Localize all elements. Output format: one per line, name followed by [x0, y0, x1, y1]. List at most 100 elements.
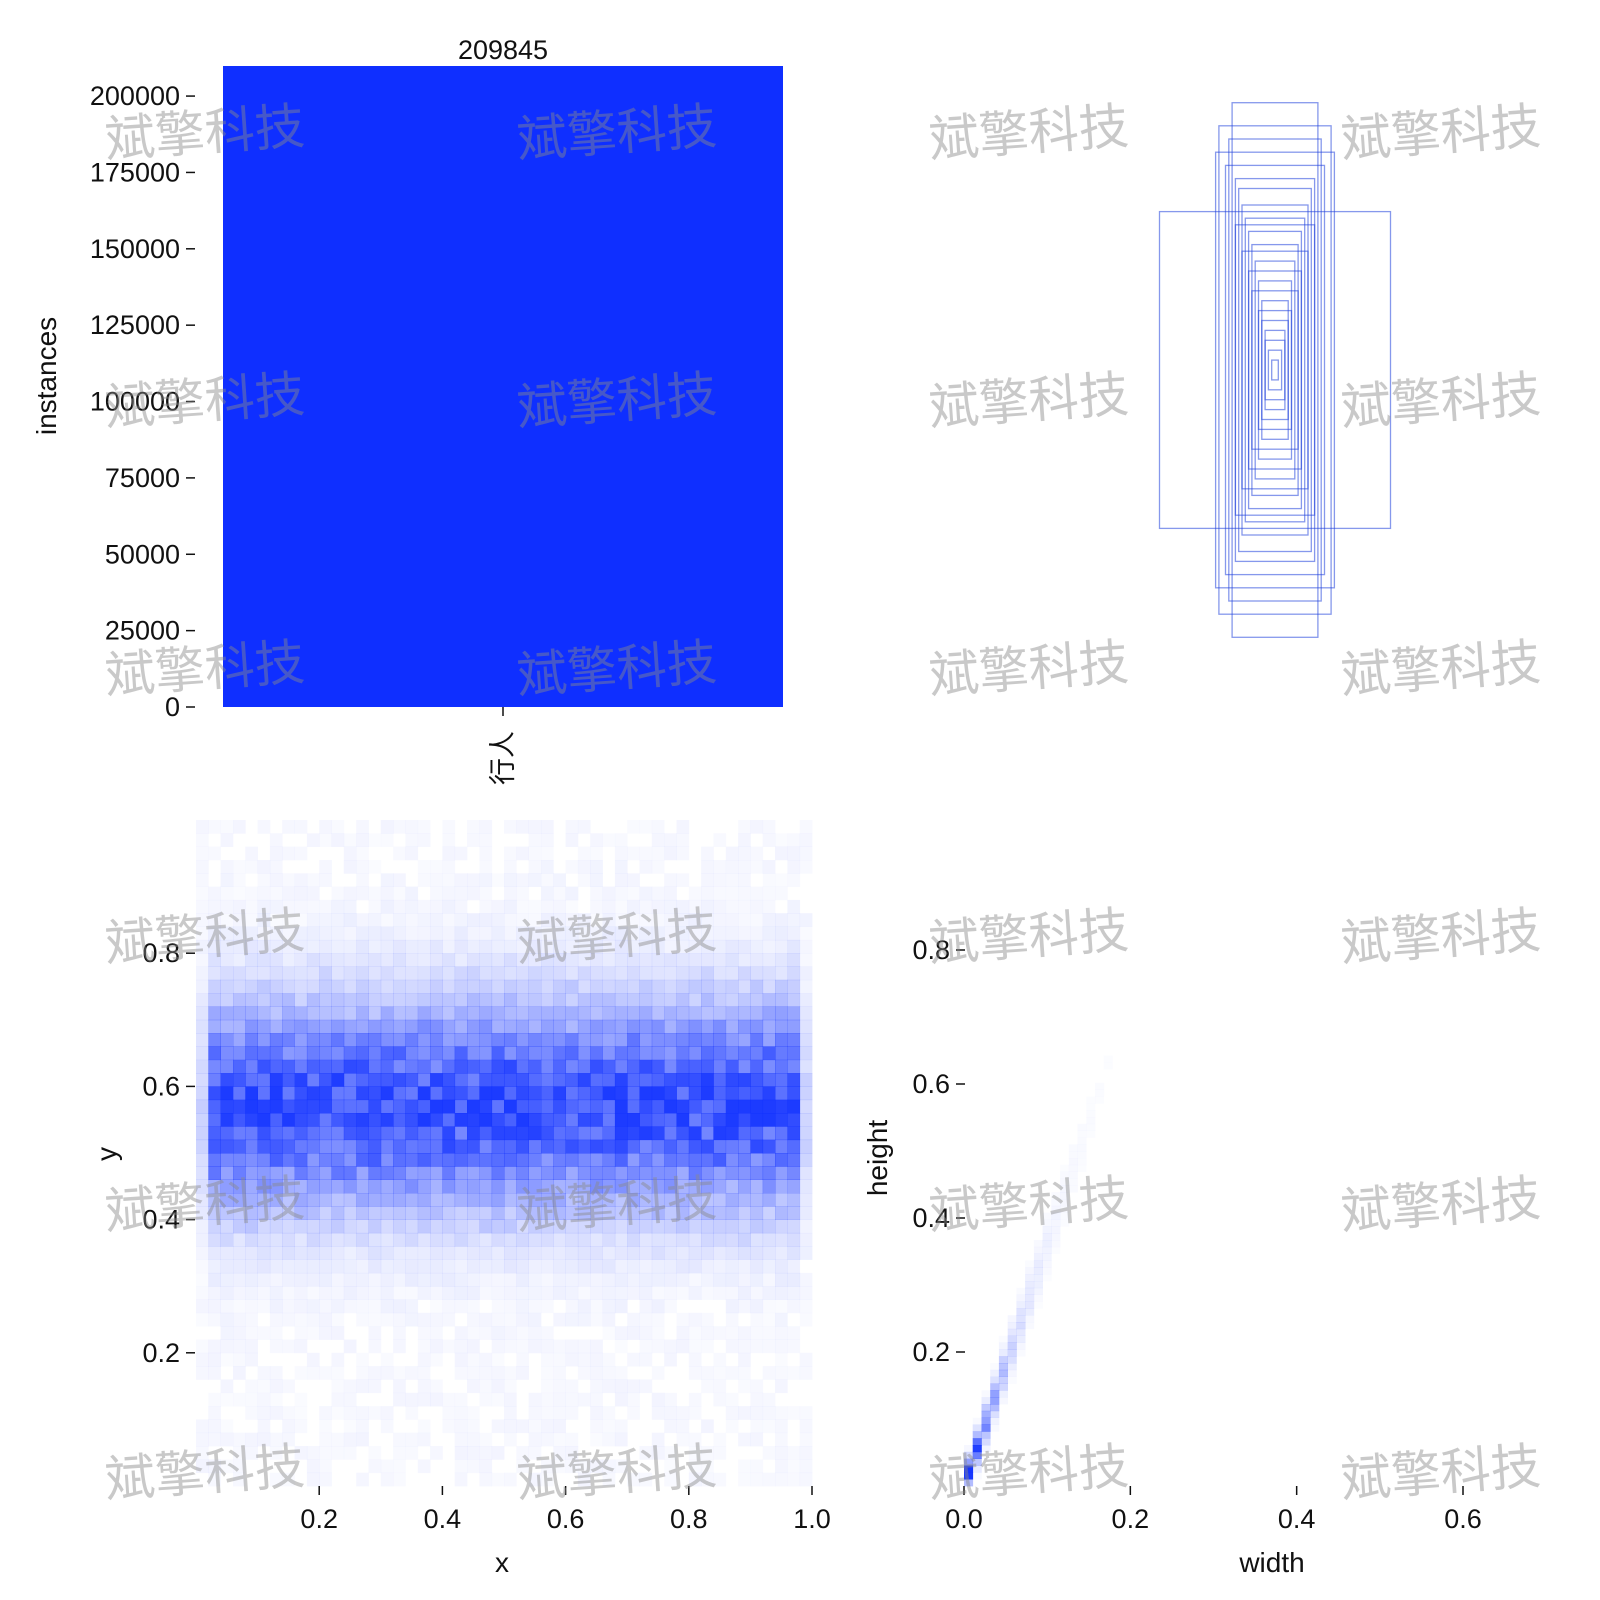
wh-heatmap-cell [1042, 1233, 1052, 1241]
xy-heatmap-cell [405, 899, 419, 914]
xy-heatmap-cell [196, 1073, 209, 1087]
xy-heatmap-cell [196, 1126, 209, 1141]
xy-heatmap-cell [664, 1126, 677, 1141]
xy-heatmap-cell [220, 926, 234, 941]
xy-heatmap-cell [504, 1046, 517, 1061]
xy-heatmap-cell [614, 1059, 628, 1074]
xy-heatmap-cell [491, 1286, 505, 1300]
xy-heatmap-cell [343, 1019, 357, 1034]
xy-heatmap-cell [430, 899, 443, 914]
xy-heatmap-cell [787, 1232, 801, 1247]
watermark: 斌擎科技 [927, 97, 1131, 169]
xy-heatmap-cell [701, 1059, 714, 1074]
xy-heatmap-cell [479, 1193, 493, 1207]
xy-heatmap-cell [270, 1366, 283, 1380]
xy-heatmap-cell [738, 1099, 751, 1114]
xy-heatmap-cell [541, 926, 554, 941]
xy-heatmap-cell [627, 1073, 640, 1087]
xy-heatmap-cell [430, 1300, 443, 1314]
xy-heatmap-cell [504, 1379, 517, 1393]
bbox-outline [1158, 210, 1392, 530]
xy-heatmap-cell [467, 1126, 480, 1141]
xy-heatmap-cell [701, 939, 714, 954]
xy-heatmap-cell [577, 953, 591, 967]
xy-heatmap-cell [541, 1326, 554, 1340]
xy-heatmap-cell [491, 1366, 505, 1380]
xy-heatmap-cell [491, 1446, 505, 1460]
xy-heatmap-cell [442, 1206, 456, 1220]
xy-heatmap-cell [245, 1272, 258, 1287]
wh-x-tick-label: 0.6 [1444, 1504, 1482, 1534]
xy-heatmap-cell [319, 900, 332, 914]
xy-heatmap-cell [713, 939, 727, 954]
xy-heatmap-cell [196, 993, 209, 1007]
xy-heatmap-cell [504, 1126, 517, 1141]
xy-heatmap-cell [651, 953, 665, 967]
xy-heatmap-cell [332, 1433, 345, 1447]
xy-heatmap-cell [726, 1419, 739, 1433]
xy-y-tick-label: 0.2 [142, 1338, 180, 1368]
xy-heatmap-cell [380, 1046, 394, 1061]
xy-heatmap-cell [516, 1312, 529, 1327]
xy-heatmap-cell [467, 1326, 480, 1340]
xy-heatmap-cell [713, 1113, 727, 1127]
xy-heatmap-cell [701, 899, 714, 914]
xy-heatmap-cell [442, 1006, 456, 1021]
bbox-outline [1271, 359, 1279, 381]
xy-heatmap-cell [442, 1419, 455, 1433]
xy-heatmap-cell [430, 1353, 443, 1367]
bar-y-tick-label: 100000 [90, 387, 180, 417]
xy-heatmap-cell [639, 1246, 653, 1260]
xy-heatmap-cell [454, 1219, 468, 1234]
xy-heatmap-cell [602, 1073, 616, 1087]
xy-heatmap-cell [245, 1286, 258, 1300]
xy-heatmap-cell [676, 1419, 690, 1434]
xy-heatmap-cell [553, 1246, 566, 1260]
xy-heatmap-cell [269, 953, 283, 967]
xy-heatmap-cell [763, 1473, 776, 1487]
xy-heatmap-cell [726, 887, 739, 901]
xy-heatmap-cell [713, 1126, 727, 1141]
xy-heatmap-cell [725, 1046, 739, 1061]
xy-heatmap-cell [763, 1393, 776, 1407]
watermark: 斌擎科技 [1339, 1437, 1543, 1509]
xy-heatmap-cell [688, 1193, 702, 1207]
xy-heatmap-cell [368, 1259, 382, 1274]
xy-heatmap-cell [750, 1340, 763, 1354]
xy-heatmap-cell [639, 886, 653, 901]
xy-heatmap-cell [479, 1033, 493, 1047]
xy-heatmap-cell [269, 833, 283, 847]
xy-heatmap-cell [245, 846, 258, 861]
xy-heatmap-cell [356, 1472, 369, 1487]
wh-heatmap-cell [981, 1438, 991, 1446]
xy-heatmap-cell [332, 820, 345, 834]
xy-heatmap-cell [257, 1419, 271, 1434]
xy-heatmap-cell [208, 1366, 221, 1380]
xy-heatmap-cell [196, 1459, 209, 1474]
xy-heatmap-cell [602, 926, 616, 941]
xy-heatmap-cell [565, 979, 579, 994]
xy-heatmap-cell [590, 887, 603, 901]
xy-heatmap-cell [479, 1246, 493, 1260]
xy-heatmap-cell [762, 979, 776, 994]
xy-heatmap-cell [393, 1099, 406, 1114]
xy-heatmap-cell [639, 953, 653, 967]
xy-heatmap-cell [713, 1246, 727, 1260]
xy-heatmap-cell [233, 1033, 246, 1047]
xy-heatmap-cell [651, 1272, 665, 1287]
xy-heatmap-cell [196, 887, 209, 901]
xy-heatmap-cell [713, 1259, 727, 1274]
xy-heatmap-cell [516, 1232, 529, 1247]
xy-heatmap-cell [442, 899, 456, 914]
wh-heatmap-cell [990, 1417, 1000, 1425]
xy-heatmap-cell [664, 1286, 677, 1300]
xy-heatmap-cell [541, 1379, 554, 1393]
xy-heatmap-cell [553, 1393, 566, 1407]
xy-heatmap-cell [541, 1153, 554, 1167]
xy-heatmap-cell [294, 820, 308, 834]
wh-heatmap-cell [1060, 1165, 1069, 1172]
xy-heatmap-cell [504, 847, 517, 861]
wh-heatmap-cell [1025, 1301, 1035, 1309]
xy-heatmap-cell [344, 1406, 357, 1420]
xy-heatmap-cell [331, 979, 345, 994]
